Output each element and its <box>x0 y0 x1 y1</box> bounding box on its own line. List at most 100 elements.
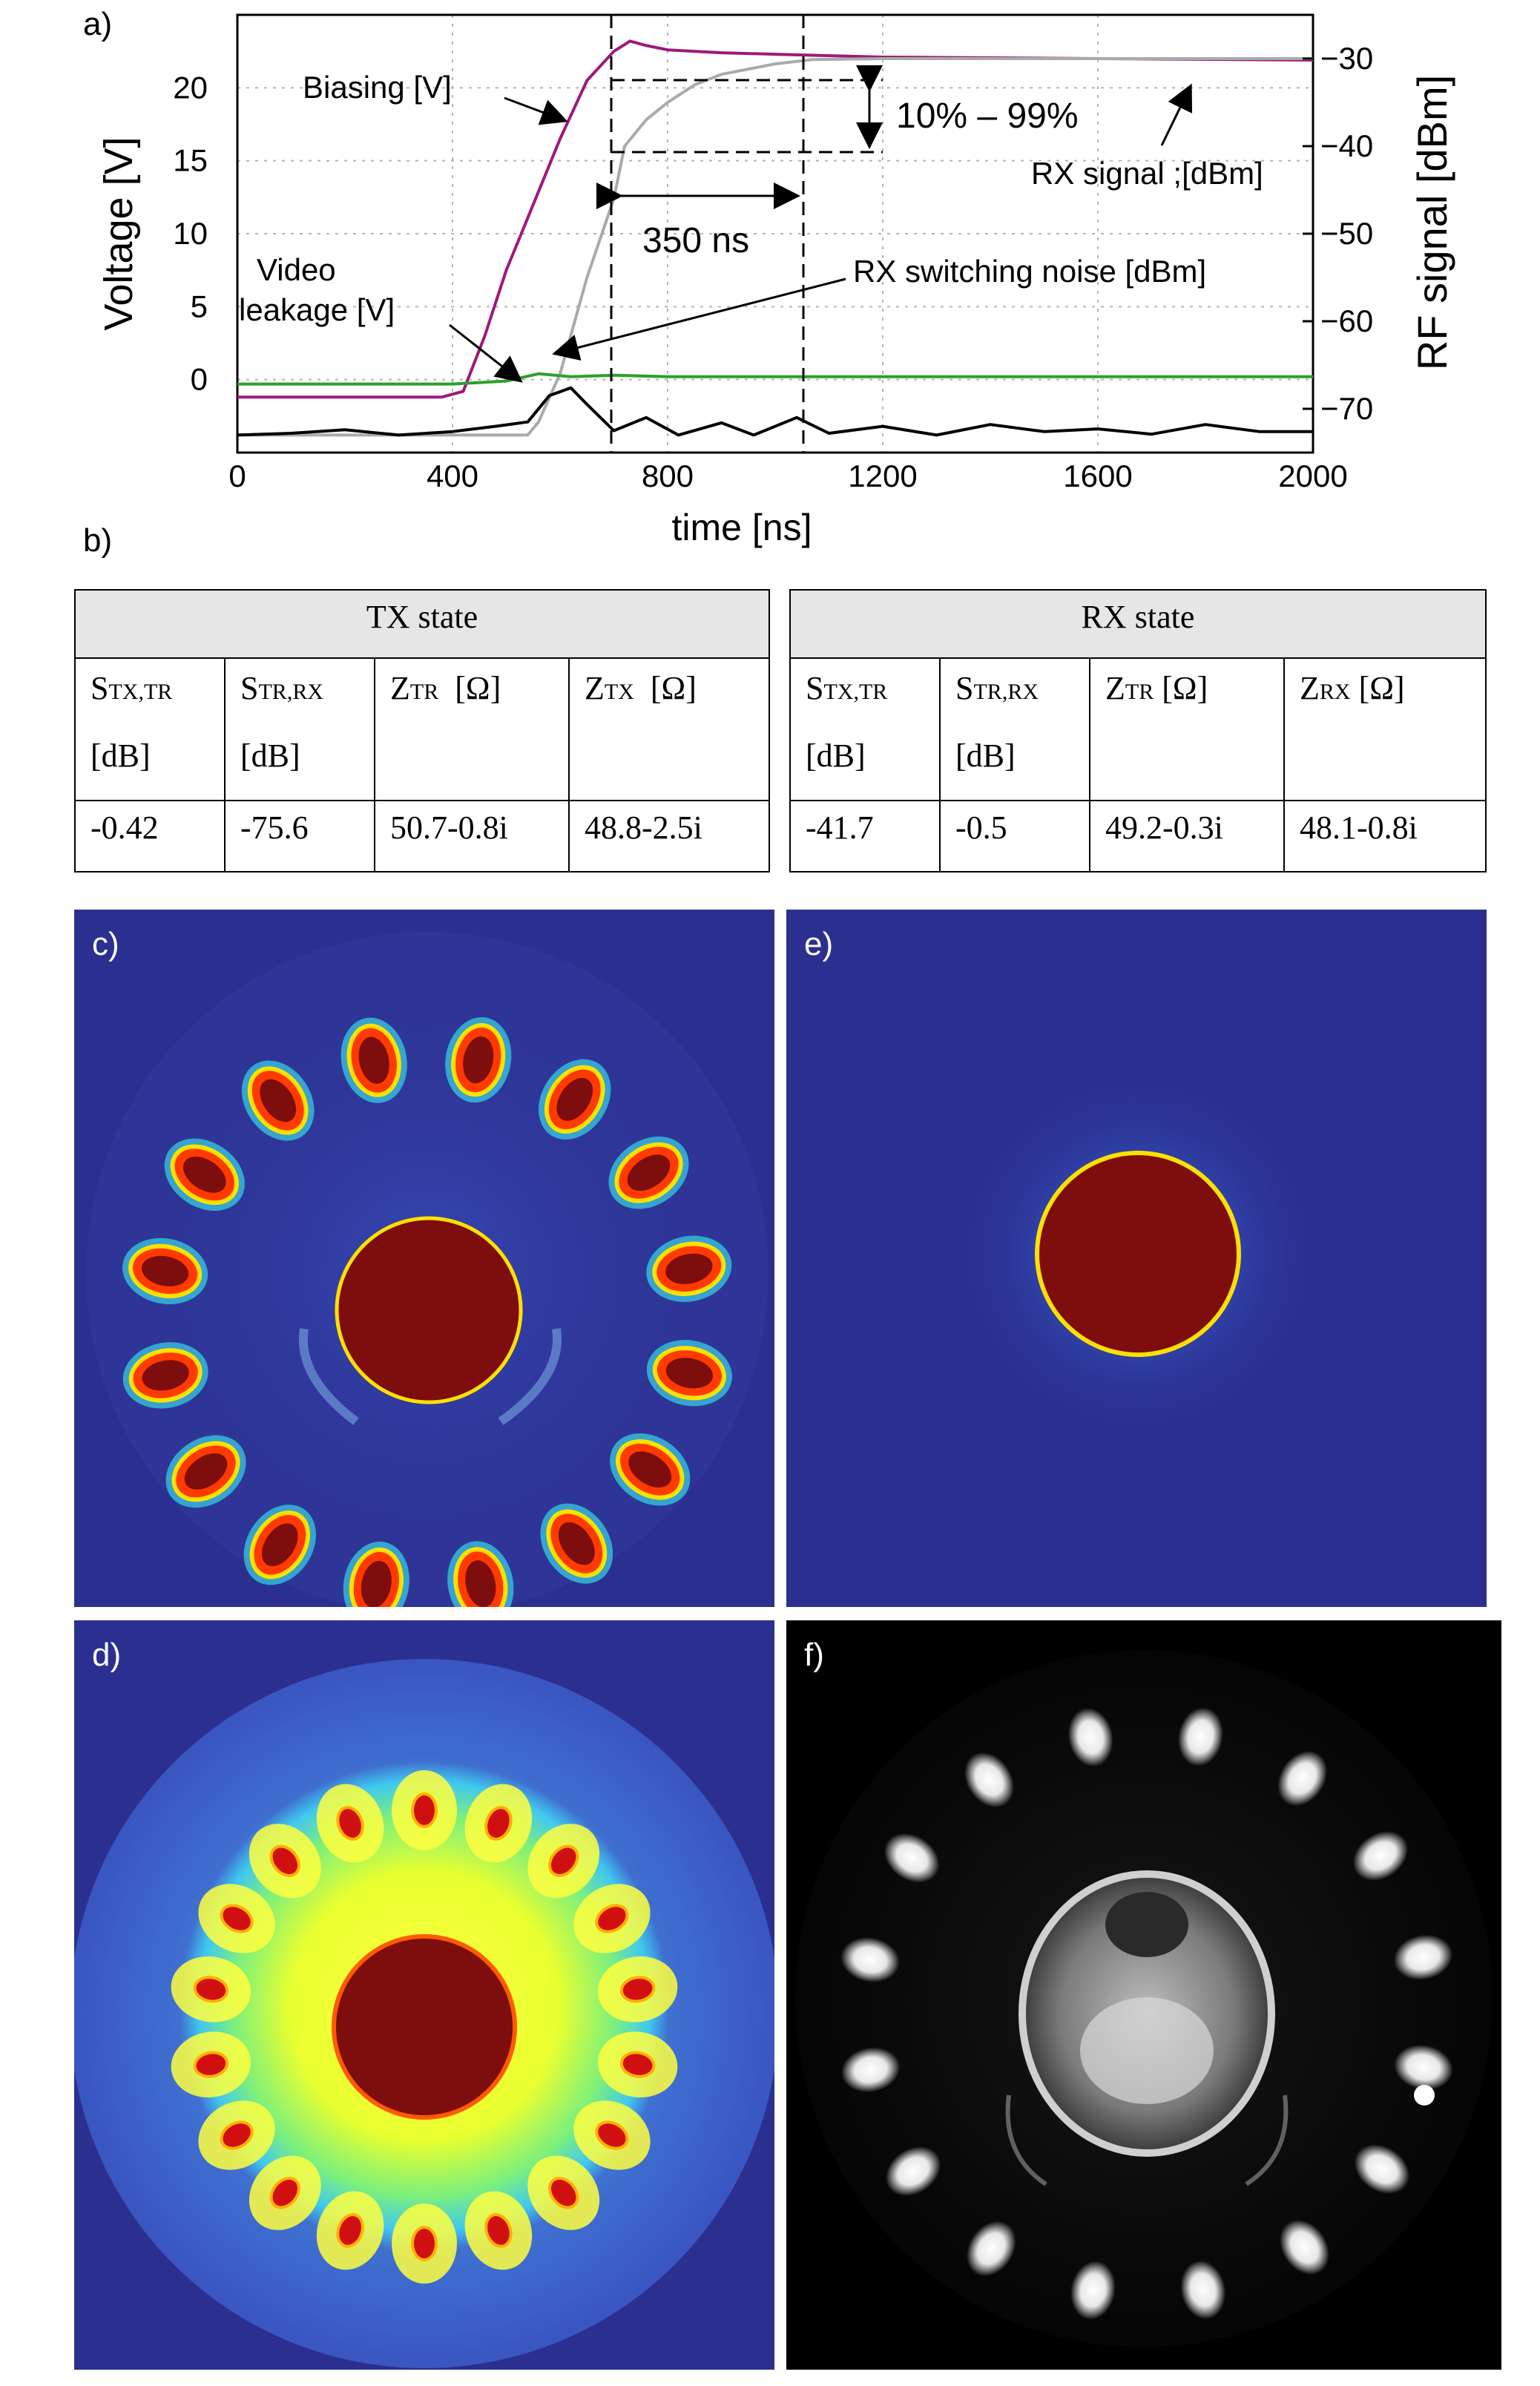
y-axis-label: Voltage [V] <box>96 137 141 330</box>
hot-spot <box>392 2203 457 2284</box>
y-tick-label: 20 <box>173 70 208 105</box>
hot-spot <box>249 2155 321 2230</box>
rx-state-table: RX state STX,TR [dB] STR,RX [dB] ZTR [Ω] Z… <box>789 589 1487 872</box>
coil-outline-right <box>1245 2094 1289 2186</box>
panel-label-d: d) <box>92 1637 122 1673</box>
bright-spot <box>1393 1934 1453 1980</box>
y2-tick-label: −50 <box>1320 216 1373 251</box>
bright-spot <box>1180 2260 1226 2320</box>
hot-spot <box>610 1433 691 1506</box>
panel-label-f: f) <box>804 1637 824 1673</box>
hot-spot <box>198 1884 275 1953</box>
col-header: STR,RX [dB] <box>224 657 375 801</box>
hot-spot <box>527 2155 600 2230</box>
x-axis-label: time [ns] <box>672 507 812 548</box>
table-cell: 49.2-0.3i <box>1089 800 1285 872</box>
brainstem <box>1080 1997 1214 2104</box>
bright-spot <box>840 1937 900 1982</box>
hot-spot <box>316 1784 384 1863</box>
video-label-line2: leakage [V] <box>239 292 395 327</box>
y-tick-label: 0 <box>191 362 208 397</box>
bright-spot <box>1277 1750 1328 1807</box>
hot-spot <box>122 1342 208 1409</box>
series-line-1 <box>237 57 1313 437</box>
rx-state-header: RX state <box>789 589 1487 659</box>
bright-spot <box>1067 1707 1113 1767</box>
hot-spot <box>122 1238 208 1304</box>
field-map-c: c) <box>74 910 774 1607</box>
field-map-d: d) <box>74 1620 774 2370</box>
table-cell: -0.42 <box>74 800 226 872</box>
hot-spot <box>340 1017 407 1103</box>
x-tick-label: 0 <box>228 459 246 493</box>
switching-noise-label: RX switching noise [dBm] <box>853 254 1206 289</box>
series-line-3 <box>237 372 1313 386</box>
x-tick-label: 1200 <box>848 459 917 493</box>
hot-spot <box>464 2191 533 2270</box>
spot-ring-d <box>171 1770 678 2284</box>
bright-spot <box>966 2221 1016 2277</box>
bright-spot <box>964 1752 1014 1808</box>
hot-spot <box>171 2031 251 2098</box>
coil-shadow-left <box>298 1328 359 1425</box>
coil-shadow-right <box>498 1328 562 1425</box>
hot-spot <box>316 2191 384 2270</box>
hot-spot <box>447 1541 514 1607</box>
table-cell: 48.8-2.5i <box>568 800 770 872</box>
col-header: STX,TR [dB] <box>74 657 226 801</box>
hot-spot <box>573 2100 651 2170</box>
hot-spot <box>343 1541 409 1607</box>
series-line-0 <box>237 39 1314 399</box>
hot-spot <box>573 1884 651 1953</box>
x-tick-label: 400 <box>427 459 478 493</box>
bright-spot <box>1352 1831 1409 1881</box>
nasal-region <box>1105 1892 1188 1957</box>
panel-label-e: e) <box>804 926 834 962</box>
switching-noise-pointer <box>552 277 846 361</box>
hot-spot <box>597 1956 678 2022</box>
spot-ring-f <box>840 1707 1453 2320</box>
y-tick-label: 5 <box>191 289 208 323</box>
bright-spot <box>883 1833 940 1883</box>
hot-spot <box>597 2031 678 2098</box>
x-tick-label: 2000 <box>1278 459 1347 493</box>
hot-spot <box>539 1059 611 1140</box>
table-cell: -0.5 <box>939 800 1090 872</box>
bright-spot <box>840 2047 901 2093</box>
hot-spot <box>249 1824 321 1899</box>
col-header: ZTX [Ω] <box>568 657 770 801</box>
central-phantom-d <box>332 1934 517 2120</box>
col-header: ZRX [Ω] <box>1283 657 1487 801</box>
bright-spot <box>1280 2219 1329 2275</box>
bright-spot <box>1394 2045 1453 2090</box>
bright-spot <box>1178 1707 1223 1767</box>
col-header: STR,RX [dB] <box>939 657 1090 801</box>
hot-spot <box>527 1824 600 1899</box>
series-layer <box>237 39 1314 437</box>
panel-label-c: c) <box>92 926 119 962</box>
biasing-pointer <box>504 96 568 125</box>
hot-spot <box>608 1136 689 1209</box>
spot-ring-c <box>122 1017 732 1607</box>
biasing-label: Biasing [V] <box>303 70 452 105</box>
bright-spot <box>885 2146 941 2196</box>
hot-spot <box>171 1956 251 2022</box>
hot-spot <box>445 1017 512 1103</box>
y2-tick-label: −30 <box>1320 41 1373 76</box>
hot-spot <box>243 1505 316 1585</box>
hot-spot <box>165 1435 246 1508</box>
marker-spot <box>1414 2085 1435 2106</box>
duration-label: 350 ns <box>642 221 749 260</box>
voltage-rf-chart: 0 400 800 1200 1600 2000 0 5 10 15 20 −30 −40 −50 −60 −… <box>96 13 1455 548</box>
y-tick-label: 10 <box>173 216 208 251</box>
y-tick-label: 15 <box>173 143 208 178</box>
col-header: ZTR [Ω] <box>374 657 570 801</box>
hot-spot <box>241 1060 315 1141</box>
x-tick-label: 1600 <box>1063 459 1132 493</box>
y2-axis-label: RF signal [dBm] <box>1409 75 1455 370</box>
hot-spot <box>464 1784 533 1863</box>
table-cell: -75.6 <box>224 800 375 872</box>
bright-spot <box>1354 2144 1410 2195</box>
rx-signal-pointer <box>1160 83 1193 146</box>
hot-spot <box>164 1138 245 1211</box>
